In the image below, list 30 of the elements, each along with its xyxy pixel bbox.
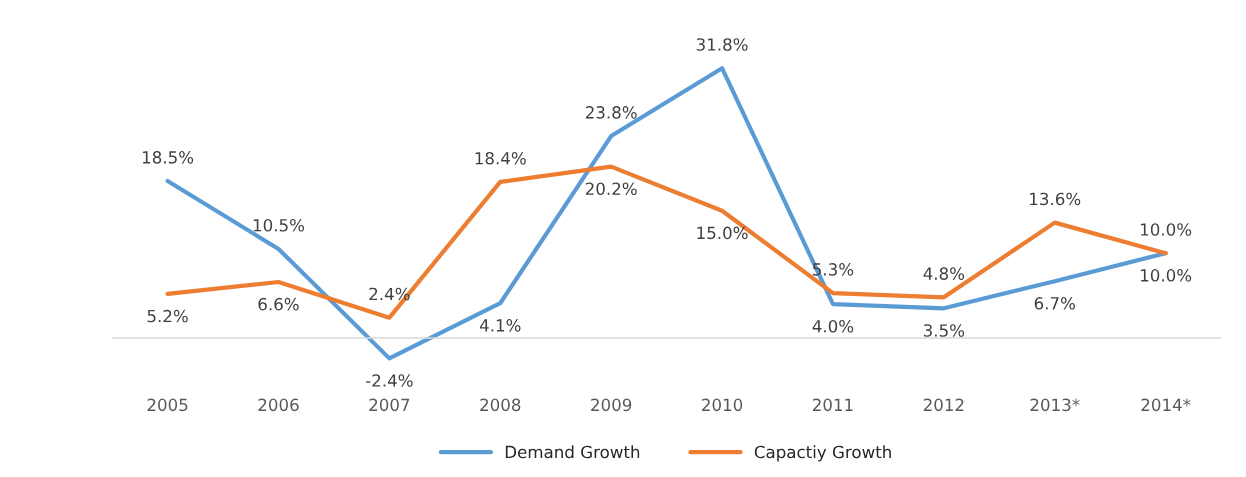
- data-label: -2.4%: [366, 374, 413, 387]
- x-tick-label: 2006: [258, 398, 299, 412]
- x-tick-label: 2007: [369, 398, 410, 412]
- x-tick-label: 2014*: [1141, 398, 1191, 412]
- x-tick-label: 2013*: [1030, 398, 1080, 412]
- data-label: 20.2%: [585, 182, 637, 196]
- x-tick-label: 2010: [702, 398, 743, 412]
- data-label: 6.6%: [258, 297, 299, 311]
- x-tick-label: 2012: [923, 398, 964, 412]
- legend-label: Demand Growth: [505, 445, 640, 459]
- legend-label: Capactiy Growth: [754, 445, 891, 462]
- data-label: 13.6%: [1030, 192, 1081, 206]
- data-label: 4.8%: [923, 267, 965, 280]
- data-label: 18.5%: [142, 151, 194, 164]
- data-label: 5.2%: [147, 309, 188, 323]
- x-tick-label: 2008: [480, 398, 521, 412]
- data-label: 6.7%: [1034, 297, 1075, 310]
- x-tick-label: 2005: [147, 398, 188, 412]
- data-label: 4.1%: [479, 319, 521, 332]
- data-label: 3.5%: [923, 324, 965, 337]
- data-label: 10.0%: [1140, 269, 1192, 282]
- data-label: 18.4%: [475, 151, 526, 165]
- data-label: 10.5%: [253, 218, 305, 232]
- x-tick-label: 2009: [591, 398, 632, 412]
- data-label: 10.0%: [1140, 223, 1192, 236]
- data-label: 4.0%: [812, 319, 854, 333]
- data-label: 15.0%: [697, 226, 748, 240]
- data-label: 23.8%: [585, 106, 637, 119]
- x-tick-label: 2011: [812, 398, 853, 412]
- data-label: 31.8%: [696, 38, 748, 51]
